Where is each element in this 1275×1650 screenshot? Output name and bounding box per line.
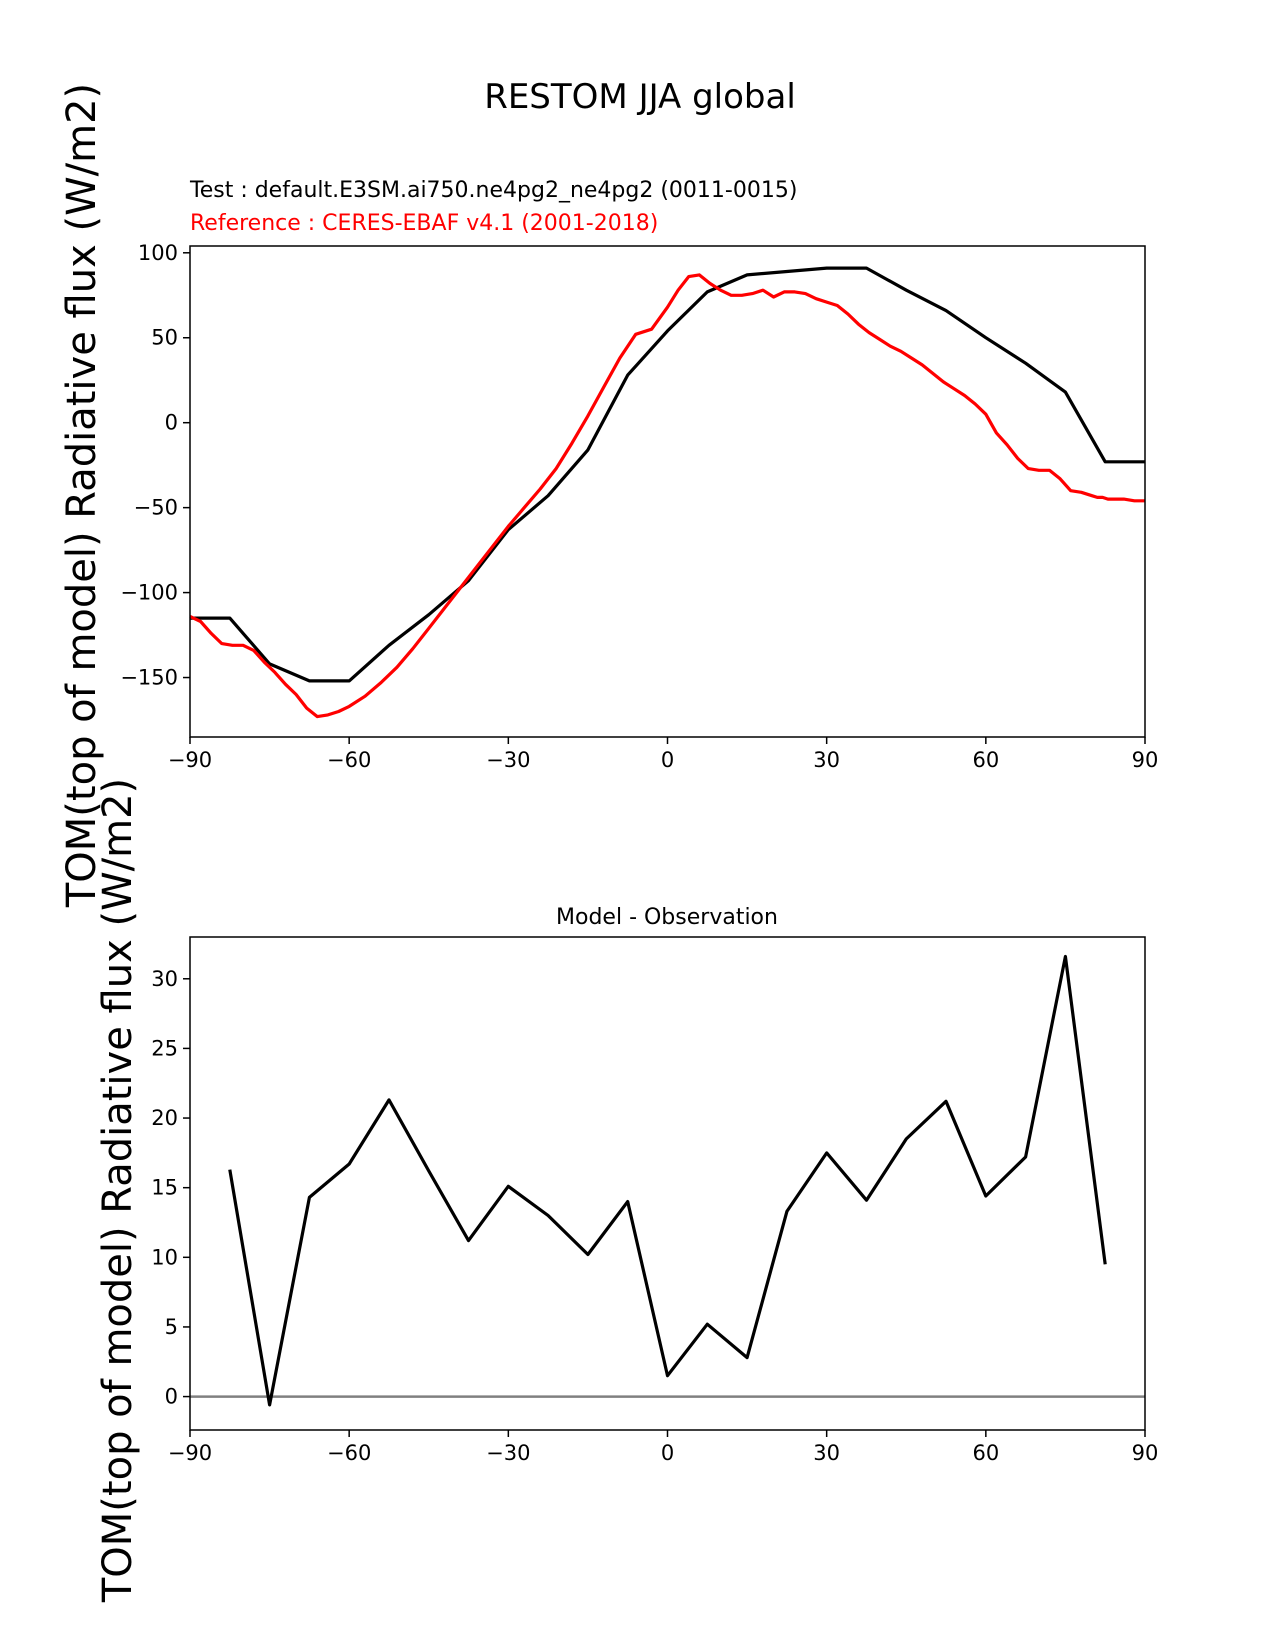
- bottom-x-tick-label: 30: [813, 1441, 840, 1465]
- bottom-x-tick-label: 90: [1132, 1441, 1159, 1465]
- test-title: Test : default.E3SM.ai750.ne4pg2_ne4pg2 …: [189, 178, 797, 203]
- top-y-axis-label: TOM(top of model) Radiative flux (W/m2): [59, 83, 105, 908]
- bottom-y-tick-label: 10: [151, 1245, 178, 1269]
- bottom-y-tick-label: 30: [151, 967, 178, 991]
- top-y-tick-label: −100: [120, 581, 178, 605]
- figure-suptitle: RESTOM JJA global: [484, 77, 796, 117]
- top-x-tick-label: 30: [813, 748, 840, 772]
- top-panel: Test : default.E3SM.ai750.ne4pg2_ne4pg2 …: [59, 83, 1158, 908]
- top-lines: [189, 266, 1145, 719]
- top-x-tick-label: −90: [168, 748, 212, 772]
- top-x-tick-label: 90: [1132, 748, 1159, 772]
- bottom-lines: [190, 954, 1145, 1407]
- top-y-tick-label: 50: [151, 326, 178, 350]
- bottom-y-tick-label: 15: [151, 1176, 178, 1200]
- top-y-tick-label: 100: [138, 241, 178, 265]
- bottom-y-tick-label: 25: [151, 1036, 178, 1060]
- top-y-tick-label: −150: [120, 666, 178, 690]
- bottom-x-tick-label: −30: [486, 1441, 530, 1465]
- bottom-y-tick-label: 5: [165, 1315, 178, 1339]
- reference-title: Reference : CERES-EBAF v4.1 (2001-2018): [190, 211, 658, 236]
- bottom-x-tick-label: 0: [661, 1441, 674, 1465]
- top-x-tick-label: 60: [972, 748, 999, 772]
- bottom-x-tick-label: −60: [327, 1441, 371, 1465]
- top-x-tick-label: −60: [327, 748, 371, 772]
- bottom-panel: Model - Observation TOM(top of model) Ra…: [95, 778, 1158, 1603]
- bottom-y-axis-label: TOM(top of model) Radiative flux (W/m2): [95, 778, 141, 1603]
- top-axes-frame: [189, 245, 1146, 738]
- top-y-tick-label: 0: [165, 411, 178, 435]
- bottom-x-tick-label: 60: [972, 1441, 999, 1465]
- top-y-tick-label: −50: [134, 496, 178, 520]
- bottom-title: Model - Observation: [556, 905, 778, 930]
- difference-series-line: [228, 954, 1107, 1407]
- top-x-tick-label: 0: [661, 748, 674, 772]
- reference-series-line: [189, 273, 1145, 719]
- bottom-y-tick-label: 20: [151, 1106, 178, 1130]
- top-ticks: −90 −60 −30 0 30 60 90 −150 −100 −50 0 50 100: [120, 241, 1158, 772]
- bottom-x-tick-label: −90: [168, 1441, 212, 1465]
- bottom-y-tick-label: 0: [165, 1385, 178, 1409]
- test-series-line: [190, 266, 1145, 683]
- top-x-tick-label: −30: [486, 748, 530, 772]
- bottom-ticks: −90 −60 −30 0 30 60 90 0 5 10 15 20 25 30: [151, 967, 1158, 1465]
- bottom-axes-frame: [189, 936, 1146, 1431]
